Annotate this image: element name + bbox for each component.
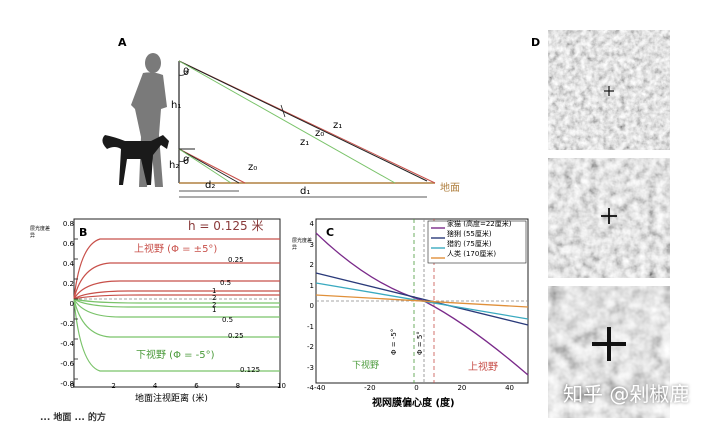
- b-curve-label: 2: [212, 294, 217, 302]
- d2-label: d₂: [205, 180, 216, 191]
- theta-bottom: θ: [183, 156, 190, 167]
- panel-a-label: A: [118, 36, 127, 49]
- panel-c-legend: 家猫 (高度=22厘米) 猞猁 (55厘米) 猎豹 (75厘米) 人类 (170…: [447, 219, 511, 259]
- panel-b-xlabel: 地面注视距离 (米): [135, 394, 208, 404]
- legend-item-cat: 家猫 (高度=22厘米): [447, 220, 512, 228]
- panel-c-phi-neg: Φ = -5°: [390, 328, 398, 355]
- c-xtick: -20: [364, 384, 376, 392]
- h2-label: h₂: [169, 160, 180, 171]
- c-xtick: 0: [414, 384, 419, 392]
- b-xtick: 6: [194, 382, 199, 390]
- panel-c-upper-field: 上视野: [468, 362, 498, 373]
- b-xtick: 4: [152, 382, 158, 390]
- legend-item-cheetah: 猎豹 (75厘米): [447, 240, 492, 248]
- h1-label: h₁: [171, 100, 182, 111]
- c-ytick: 2: [309, 261, 314, 269]
- panel-b-chart: [73, 218, 281, 388]
- watermark: 知乎 @剁椒鹿: [563, 382, 690, 406]
- texture-tile-3: [548, 286, 670, 418]
- d1-label: d₁: [300, 186, 311, 197]
- b-ytick: -0.2: [60, 320, 74, 328]
- b-curve-label: 0.5: [222, 316, 234, 324]
- human-silhouette: [131, 53, 167, 187]
- panel-c-xticks: -40 -20 0 20 40: [314, 384, 514, 392]
- panel-c-ylabel: 层光度差异: [292, 238, 313, 251]
- b-curve-label: 0.25: [228, 256, 244, 264]
- texture-tile-1: [548, 30, 670, 150]
- b-ytick: 0.2: [62, 280, 74, 288]
- panel-c-xlabel: 视网膜偏心度 (度): [372, 398, 455, 409]
- c-xtick: 40: [505, 384, 514, 392]
- b-curve-label: 0.5: [220, 279, 232, 287]
- ground-label: 地面: [440, 183, 460, 194]
- panel-a-diagram: [102, 53, 436, 198]
- c-xtick: -40: [314, 384, 326, 392]
- b-xtick: 8: [235, 382, 241, 390]
- b-xtick: 2: [111, 382, 116, 390]
- panel-c-label: C: [326, 226, 335, 239]
- panel-c-chart: [315, 218, 529, 384]
- panel-d-texture-stack: [548, 30, 670, 418]
- texture-tile-2: [548, 158, 670, 278]
- panel-c-phi-pos: Φ = 5°: [416, 331, 424, 355]
- c-ytick: 3: [309, 240, 314, 249]
- panel-b-lower-label: 下视野 (Φ = -5°): [136, 350, 215, 361]
- panel-b-xticks: 0 2 4 6 8 10: [70, 382, 286, 390]
- panel-b-label: B: [79, 226, 88, 239]
- c-xtick: 20: [457, 384, 467, 392]
- z1-label: z₁: [300, 137, 310, 148]
- panel-b-upper-label: 上视野 (Φ = ±5°): [134, 244, 218, 255]
- c-ytick: 0: [309, 302, 314, 310]
- z1-prime-label: z₁: [333, 120, 343, 131]
- b-curve-label: 0.125: [240, 366, 261, 374]
- b-ytick: -0.8: [60, 380, 74, 388]
- cat-silhouette: [102, 135, 169, 185]
- legend-item-human: 人类 (170厘米): [447, 250, 497, 258]
- c-ytick: 4: [309, 220, 314, 228]
- c-ytick: -2: [307, 343, 314, 351]
- b-ytick: 0: [69, 300, 74, 308]
- c-ytick: -1: [307, 322, 314, 331]
- panel-d-label: D: [531, 36, 541, 49]
- panel-b-h-label: h = 0.125 米: [188, 219, 264, 233]
- theta-top: θ: [183, 67, 190, 78]
- b-ytick: -0.6: [60, 360, 74, 368]
- b-curve-label: 2: [212, 301, 217, 309]
- b-ytick: 0.6: [62, 240, 74, 248]
- b-xtick: 10: [277, 382, 286, 390]
- b-ytick: 0.4: [62, 260, 74, 268]
- legend-item-lynx: 猞猁 (55厘米): [447, 230, 492, 238]
- b-ytick: 0.8: [62, 220, 74, 228]
- panel-b-yticks: 0.8 0.6 0.4 0.2 0 -0.2 -0.4 -0.6 -0.8: [56, 214, 74, 394]
- panel-b-ylabel: 层光度差异: [30, 226, 51, 239]
- bottom-cropped-text: ... 地面 ... 的方: [40, 413, 106, 423]
- b-xtick: 0: [70, 382, 75, 390]
- c-ytick: -3: [307, 363, 314, 372]
- z0-small-label: z₀: [248, 162, 258, 173]
- panel-c-yticks: 4 3 2 1 0 -1 -2 -3 -4: [300, 214, 314, 399]
- panel-c-lower-field: 下视野: [352, 361, 380, 371]
- z0-label: z₀: [315, 128, 325, 139]
- b-curve-label: 1: [212, 287, 217, 295]
- c-ytick: -4: [307, 384, 314, 392]
- c-ytick: 1: [309, 281, 314, 290]
- b-curve-label: 0.25: [228, 332, 244, 340]
- b-ytick: -0.4: [60, 340, 74, 348]
- b-curve-label: 1: [212, 306, 217, 314]
